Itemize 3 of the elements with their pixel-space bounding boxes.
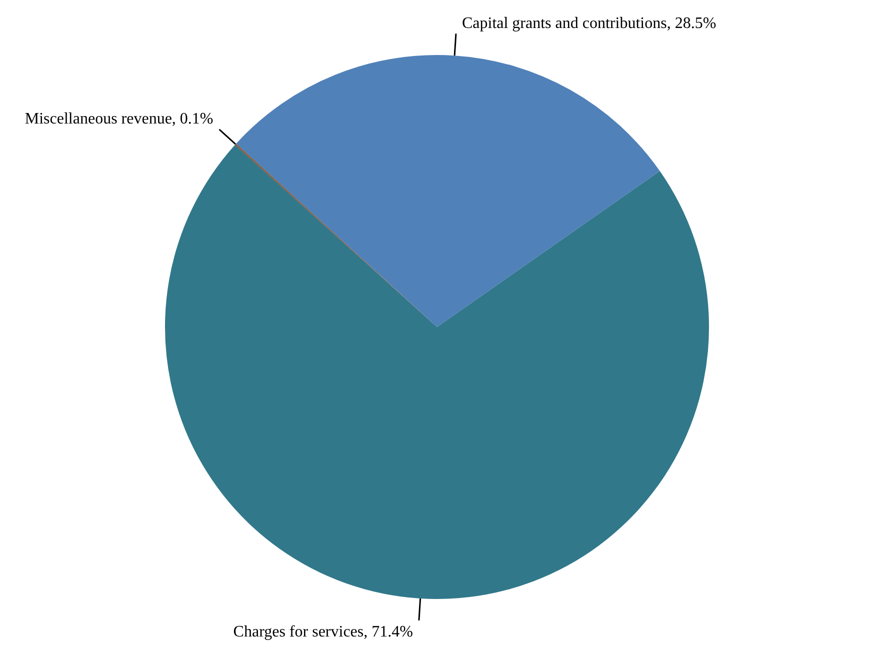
slice-label: Miscellaneous revenue, 0.1%	[24, 110, 214, 128]
slice-label: Capital grants and contributions, 28.5%	[462, 14, 716, 32]
slice-label: Charges for services, 71.4%	[233, 624, 413, 641]
